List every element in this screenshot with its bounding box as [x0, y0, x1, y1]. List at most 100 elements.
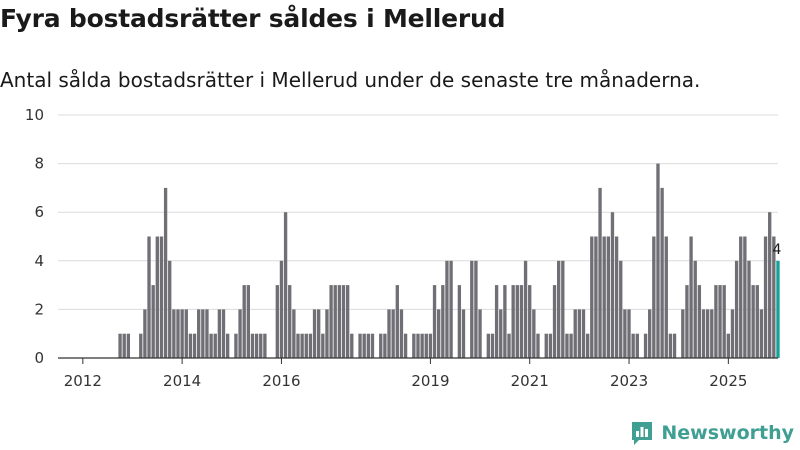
bar — [424, 333, 428, 358]
bar — [763, 236, 768, 358]
bar — [118, 333, 122, 358]
bar — [561, 260, 565, 358]
bar — [490, 333, 495, 358]
bar — [184, 309, 188, 358]
bar — [387, 309, 391, 358]
bar — [192, 333, 197, 358]
bar — [643, 333, 648, 358]
bar — [474, 260, 478, 358]
bar — [246, 285, 251, 358]
bar — [631, 333, 635, 358]
x-tick-label: 2025 — [709, 372, 747, 390]
bar — [201, 309, 205, 358]
data-label: 4 — [773, 242, 782, 258]
bar — [254, 333, 259, 358]
bar — [569, 333, 573, 358]
bar — [172, 309, 176, 358]
bar — [697, 285, 702, 358]
brand-name: Newsworthy — [661, 422, 794, 444]
bar — [470, 260, 474, 358]
bar — [585, 333, 590, 358]
bar — [726, 333, 730, 358]
bar — [710, 309, 714, 358]
bar — [689, 236, 693, 358]
bar — [445, 260, 449, 358]
bar — [507, 333, 511, 358]
bar — [151, 285, 155, 358]
bar — [759, 309, 764, 358]
bar — [772, 236, 776, 358]
bar — [296, 333, 300, 358]
bar — [722, 285, 726, 358]
bar — [225, 333, 230, 358]
bar — [333, 285, 337, 358]
bar — [155, 236, 159, 358]
bar — [259, 333, 263, 358]
bar — [718, 285, 722, 358]
bar — [623, 309, 627, 358]
bar — [598, 187, 602, 358]
bar — [139, 333, 143, 358]
bar — [341, 285, 346, 358]
bar — [660, 187, 664, 358]
bar — [205, 309, 209, 358]
bar — [263, 333, 267, 358]
bar — [242, 285, 246, 358]
bar — [565, 333, 569, 358]
bar — [126, 333, 131, 358]
y-tick-label: 8 — [34, 155, 44, 173]
bar — [279, 260, 284, 358]
bar — [648, 309, 652, 358]
bar — [594, 236, 598, 358]
bar — [391, 309, 395, 358]
y-tick-label: 4 — [34, 252, 44, 270]
bar — [457, 285, 462, 358]
bar — [664, 236, 668, 358]
bar — [345, 285, 350, 358]
bar — [437, 309, 441, 358]
bar — [751, 285, 755, 358]
bar — [494, 285, 499, 358]
bar — [532, 309, 536, 358]
bar — [213, 333, 217, 358]
bar — [362, 333, 366, 358]
bar — [329, 285, 333, 358]
bar — [283, 212, 288, 358]
bar — [143, 309, 147, 358]
x-tick-label: 2019 — [411, 372, 449, 390]
bar — [610, 212, 615, 358]
bar — [590, 236, 594, 358]
bar — [180, 309, 184, 358]
bar — [701, 309, 706, 358]
x-tick-label: 2023 — [610, 372, 648, 390]
bar — [552, 285, 557, 358]
bar — [234, 333, 238, 358]
bar — [668, 333, 673, 358]
bar — [614, 236, 619, 358]
bar — [486, 333, 490, 358]
bar — [217, 309, 222, 358]
bar — [379, 333, 383, 358]
bar — [449, 260, 453, 358]
bar — [420, 333, 424, 358]
bar — [515, 285, 519, 358]
bar — [768, 212, 772, 358]
bar — [432, 285, 437, 358]
bar — [528, 285, 532, 358]
y-tick-label: 10 — [25, 106, 44, 124]
bar — [159, 236, 164, 358]
bar — [370, 333, 375, 358]
bar — [304, 333, 308, 358]
bar — [478, 309, 482, 358]
bar — [168, 260, 172, 358]
bar — [428, 333, 433, 358]
bar — [250, 333, 255, 358]
bar — [383, 333, 387, 358]
bar — [602, 236, 606, 358]
bar — [275, 285, 279, 358]
x-tick-label: 2014 — [163, 372, 201, 390]
bar — [743, 236, 747, 358]
bar — [548, 333, 553, 358]
bar — [325, 309, 329, 358]
bar — [755, 285, 759, 358]
